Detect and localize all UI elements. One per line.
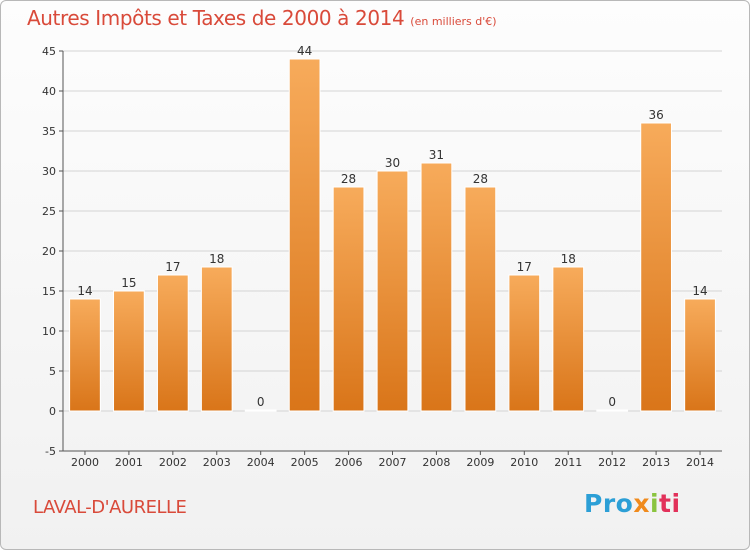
x-tick-label: 2003 [203, 456, 231, 469]
bar-value-label: 18 [561, 252, 576, 266]
x-tick-label: 2006 [335, 456, 363, 469]
x-tick-label: 2008 [422, 456, 450, 469]
bar-value-label: 28 [341, 172, 356, 186]
bar-value-label: 30 [385, 156, 400, 170]
x-tick-label: 2012 [598, 456, 626, 469]
bar [156, 274, 189, 412]
bar [69, 298, 101, 412]
bar-value-label: 36 [648, 108, 663, 122]
x-tick-label: 2014 [686, 456, 714, 469]
x-tick-label: 2011 [554, 456, 582, 469]
x-tick-label: 2004 [247, 456, 275, 469]
bar [332, 186, 365, 412]
chart-subtitle: (en milliers d'€) [410, 15, 497, 28]
y-tick-label: 45 [42, 45, 56, 58]
bar [552, 266, 585, 412]
bar [288, 58, 321, 412]
bar-value-label: 28 [473, 172, 488, 186]
y-tick-label: 15 [42, 285, 56, 298]
bar-value-label: 18 [209, 252, 224, 266]
chart-title-text: Autres Impôts et Taxes de 2000 à 2014 [27, 6, 405, 30]
bar-value-label: 17 [517, 260, 532, 274]
y-tick-label: -5 [45, 445, 56, 458]
x-tick-label: 2000 [71, 456, 99, 469]
bar-value-label: 44 [297, 44, 312, 58]
x-tick-label: 2007 [379, 456, 407, 469]
logo-part-1: Pro [584, 489, 634, 518]
bar [113, 290, 145, 412]
x-tick-label: 2005 [291, 456, 319, 469]
y-tick-label: 25 [42, 205, 56, 218]
bar [684, 298, 716, 412]
proxiti-logo[interactable]: Proxiti [584, 489, 681, 518]
y-tick-label: 30 [42, 165, 56, 178]
x-tick-label: 2010 [510, 456, 538, 469]
bar [244, 409, 277, 412]
y-tick-label: 35 [42, 125, 56, 138]
y-tick-label: 10 [42, 325, 56, 338]
logo-part-4: ti [659, 489, 681, 518]
logo-part-2: x [633, 489, 650, 518]
y-tick-label: 0 [49, 405, 56, 418]
bar-value-label: 31 [429, 148, 444, 162]
bar [508, 274, 541, 412]
bar [420, 162, 453, 412]
bar-value-label: 17 [165, 260, 180, 274]
chart-title: Autres Impôts et Taxes de 2000 à 2014 (en… [27, 6, 497, 30]
bar-value-label: 15 [121, 276, 136, 290]
x-tick-label: 2001 [115, 456, 143, 469]
commune-name: LAVAL-D'AURELLE [33, 497, 187, 518]
bar-value-label: 14 [692, 284, 707, 298]
x-tick-label: 2002 [159, 456, 187, 469]
bar [596, 409, 629, 412]
x-tick-label: 2009 [466, 456, 494, 469]
y-tick-label: 20 [42, 245, 56, 258]
y-tick-label: 40 [42, 85, 56, 98]
bar [200, 266, 233, 412]
bar [464, 186, 497, 412]
logo-part-3: i [649, 489, 660, 518]
y-tick-label: 5 [49, 365, 56, 378]
bar-value-label: 0 [257, 395, 265, 409]
bar [376, 170, 409, 412]
bar [640, 122, 672, 412]
x-tick-label: 2013 [642, 456, 670, 469]
bar-value-label: 14 [77, 284, 92, 298]
bar-value-label: 0 [608, 395, 616, 409]
